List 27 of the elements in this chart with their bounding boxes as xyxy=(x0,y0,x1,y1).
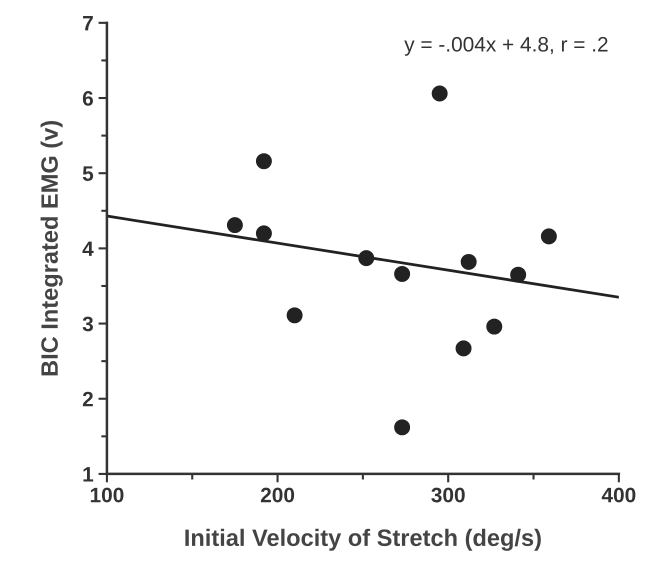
point xyxy=(486,318,502,335)
point xyxy=(394,419,410,436)
point xyxy=(286,307,303,324)
x-tick-label: 300 xyxy=(431,488,465,502)
y-tick-label: 6 xyxy=(82,91,93,106)
annotation: y = -.004x + 4.8, r = .2 xyxy=(404,36,608,56)
y-tick-label: 1 xyxy=(83,467,94,482)
x-tick-label: 200 xyxy=(260,488,294,502)
y-tick-label: 2 xyxy=(82,392,93,406)
y-tick-label: 7 xyxy=(83,16,93,30)
y-tick-label: 4 xyxy=(82,242,94,256)
x-tick-label: 100 xyxy=(90,488,124,502)
point xyxy=(456,340,472,356)
y-tick-label: 3 xyxy=(82,316,93,332)
point xyxy=(226,217,243,234)
point xyxy=(256,225,272,242)
y-tick-label: 5 xyxy=(82,166,94,181)
x-axis-title: Initial Velocity of Stretch (deg/s) xyxy=(185,528,541,551)
x-tick-label: 400 xyxy=(602,488,636,502)
point xyxy=(432,86,448,102)
point xyxy=(510,266,526,283)
point xyxy=(540,228,557,244)
y-axis-title: BIC Integrated EMG (v) xyxy=(40,120,63,376)
point xyxy=(256,153,272,170)
point xyxy=(460,254,477,270)
point xyxy=(358,250,374,266)
point xyxy=(394,266,410,282)
